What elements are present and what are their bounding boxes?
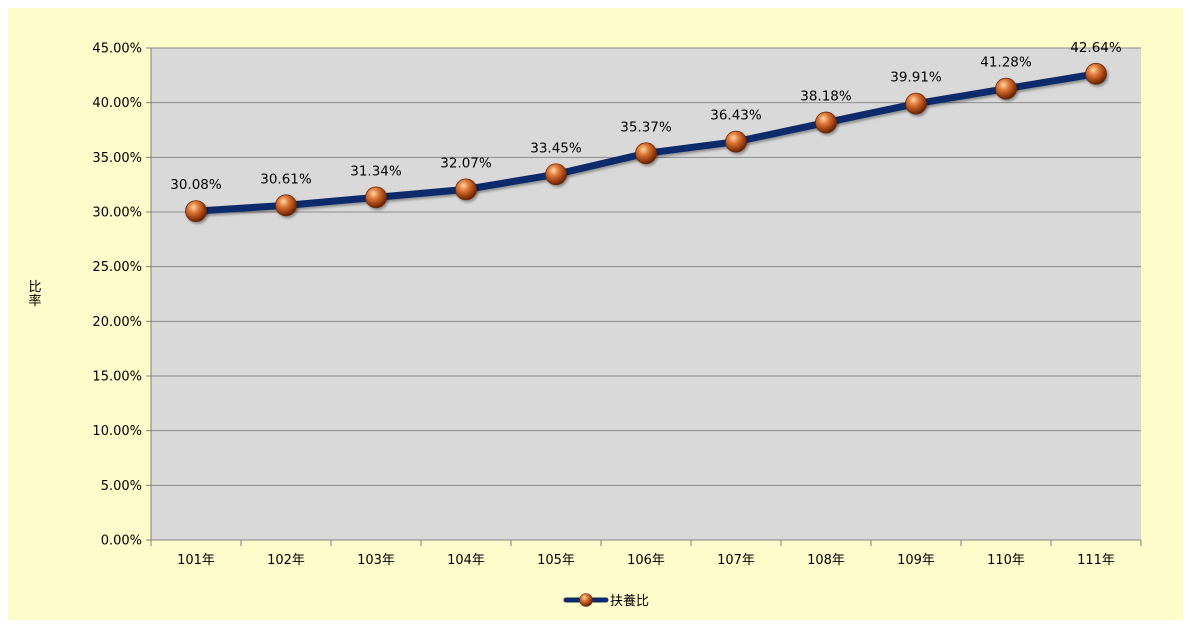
- legend-marker: [579, 593, 593, 607]
- data-point: [905, 92, 927, 115]
- data-label: 30.08%: [170, 177, 222, 193]
- y-tick-label: 35.00%: [92, 151, 142, 166]
- y-tick-label: 20.00%: [92, 315, 142, 330]
- data-point: [365, 186, 387, 209]
- y-tick-label: 25.00%: [92, 260, 142, 275]
- x-tick-label: 109年: [897, 553, 935, 568]
- data-point: [995, 77, 1017, 100]
- data-point: [815, 111, 837, 134]
- x-tick-label: 102年: [267, 553, 305, 568]
- x-tick-label: 108年: [807, 553, 845, 568]
- y-axis: 0.00% 5.00% 10.00% 15.00% 20.00% 25.00% 30.00%…: [92, 42, 152, 549]
- x-tick-label: 105年: [537, 553, 575, 568]
- data-point: [185, 200, 207, 223]
- y-tick-label: 0.00%: [101, 534, 142, 549]
- data-point: [545, 163, 567, 186]
- y-tick-label: 10.00%: [92, 424, 142, 439]
- y-tick-label: 45.00%: [92, 42, 142, 57]
- data-label: 31.34%: [350, 163, 402, 179]
- x-tick-label: 104年: [447, 553, 485, 568]
- data-point: [455, 178, 477, 201]
- data-label: 38.18%: [800, 89, 852, 105]
- gridlines: [151, 47, 1141, 486]
- plot-area: [151, 48, 1141, 540]
- x-tick-label: 110年: [987, 553, 1025, 568]
- data-point: [1085, 62, 1107, 85]
- chart-container: 0.00% 5.00% 10.00% 15.00% 20.00% 25.00% 30.00%…: [8, 8, 1183, 620]
- x-tick-label: 106年: [627, 553, 665, 568]
- y-tick-label: 40.00%: [92, 96, 142, 111]
- data-point: [725, 130, 747, 153]
- data-label: 39.91%: [890, 70, 942, 86]
- data-label: 41.28%: [980, 55, 1032, 71]
- x-tick-label: 101年: [177, 553, 215, 568]
- x-axis: 101年 102年 103年 104年 105年 106年 107年 108年 109年 110年…: [150, 539, 1142, 568]
- legend-label: 扶養比: [610, 593, 649, 609]
- line-chart: 0.00% 5.00% 10.00% 15.00% 20.00% 25.00% 30.00%…: [28, 40, 1142, 609]
- x-tick-label: 107年: [717, 553, 755, 568]
- data-label: 36.43%: [710, 108, 762, 124]
- y-tick-label: 30.00%: [92, 206, 142, 221]
- data-label: 42.64%: [1070, 40, 1122, 56]
- data-point: [635, 142, 657, 165]
- x-tick-label: 103年: [357, 553, 395, 568]
- data-label: 30.61%: [260, 171, 312, 187]
- series-line: 30.08% 30.61% 31.34% 32.07% 33.45% 35.37% 36.4…: [170, 40, 1122, 223]
- data-label: 35.37%: [620, 119, 672, 135]
- data-label: 32.07%: [440, 155, 492, 171]
- y-tick-label: 15.00%: [92, 370, 142, 385]
- y-tick-label: 5.00%: [101, 479, 142, 494]
- legend: 扶養比: [563, 593, 649, 609]
- data-label: 33.45%: [530, 140, 582, 156]
- data-point: [275, 194, 297, 217]
- y-axis-label: 比率: [28, 280, 41, 309]
- x-tick-label: 111年: [1077, 553, 1115, 568]
